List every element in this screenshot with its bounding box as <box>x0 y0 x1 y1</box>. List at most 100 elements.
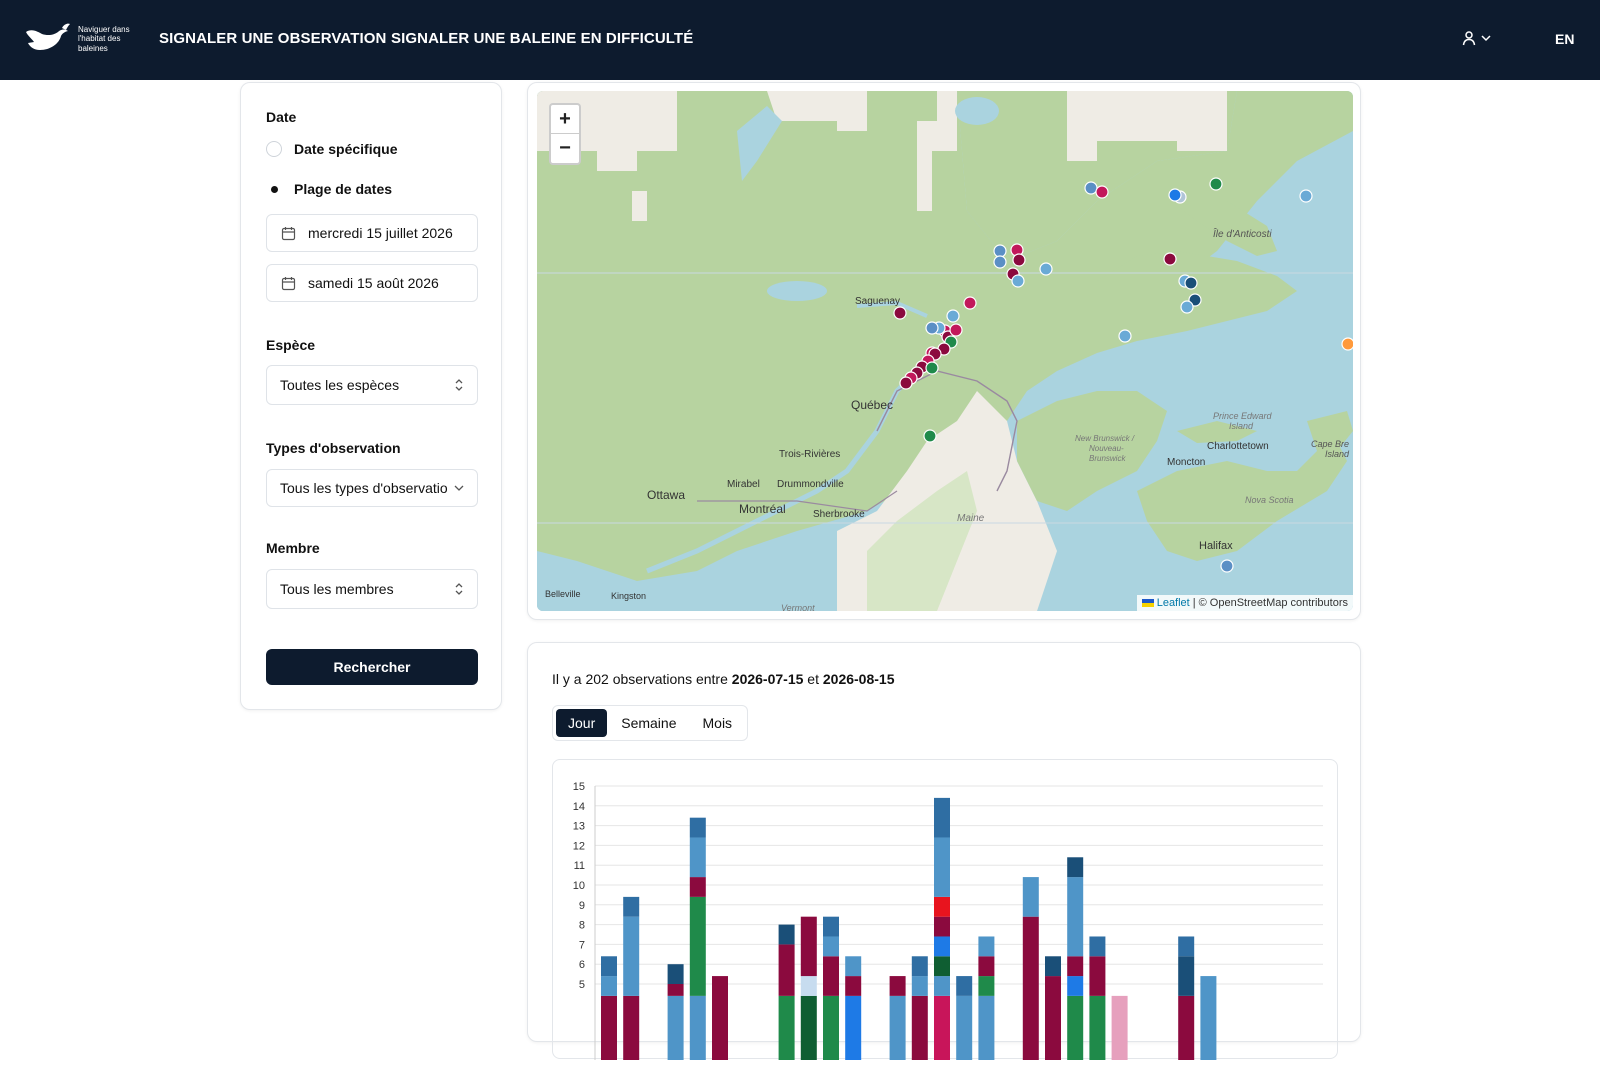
chart-bar-segment[interactable] <box>978 936 995 957</box>
chart-bar-segment[interactable] <box>1022 916 1039 1065</box>
chart-bar-segment[interactable] <box>845 976 862 996</box>
chart-bar-segment[interactable] <box>934 837 950 897</box>
map-marker[interactable] <box>963 296 977 310</box>
chart-bar-segment[interactable] <box>1178 936 1195 957</box>
chart-bar-segment[interactable] <box>934 995 950 1065</box>
chart-bar-segment[interactable] <box>978 956 995 977</box>
map-marker[interactable] <box>949 323 963 337</box>
map-marker[interactable] <box>925 321 939 335</box>
member-select[interactable]: Tous les membres <box>266 569 478 609</box>
map-marker[interactable] <box>1341 337 1353 351</box>
chart-bar-segment[interactable] <box>911 976 928 996</box>
observation-types-select[interactable]: Tous les types d'observation <box>266 469 478 507</box>
map-marker[interactable] <box>1220 559 1234 573</box>
map-marker[interactable] <box>923 429 937 443</box>
map-marker[interactable] <box>1039 262 1053 276</box>
chart-bar-segment[interactable] <box>667 995 684 1065</box>
chart-bar-segment[interactable] <box>1089 936 1106 957</box>
chart-bar-segment[interactable] <box>934 956 950 977</box>
chart-bar-segment[interactable] <box>1067 956 1084 977</box>
chart-bar-segment[interactable] <box>667 964 684 984</box>
chart-bar-segment[interactable] <box>800 916 817 977</box>
chart-bar-segment[interactable] <box>778 944 795 996</box>
chart-bar-segment[interactable] <box>689 837 706 878</box>
observation-map[interactable]: Île d'Anticosti Saguenay Québec Trois-Ri… <box>537 91 1353 611</box>
chart-bar-segment[interactable] <box>1200 976 1217 1065</box>
chart-bar-segment[interactable] <box>778 995 795 1065</box>
chart-bar-segment[interactable] <box>978 976 995 996</box>
chart-bar-segment[interactable] <box>667 984 684 996</box>
map-marker[interactable] <box>1095 185 1109 199</box>
chart-bar-segment[interactable] <box>889 976 906 996</box>
chart-bar-segment[interactable] <box>689 817 706 838</box>
map-marker[interactable] <box>1184 276 1198 290</box>
map-marker[interactable] <box>1012 253 1026 267</box>
chart-bar-segment[interactable] <box>601 956 617 977</box>
map-marker[interactable] <box>1163 252 1177 266</box>
chart-bar-segment[interactable] <box>800 976 817 996</box>
radio-specific-date[interactable]: Date spécifique <box>266 141 397 157</box>
chart-bar-segment[interactable] <box>911 995 928 1065</box>
chart-bar-segment[interactable] <box>1178 956 1195 996</box>
chart-bar-segment[interactable] <box>623 995 640 1065</box>
species-select[interactable]: Toutes les espèces <box>266 365 478 405</box>
chart-bar-segment[interactable] <box>623 896 640 917</box>
zoom-in-button[interactable]: + <box>551 105 579 134</box>
radio-button[interactable] <box>266 141 282 157</box>
chart-bar-segment[interactable] <box>934 936 950 957</box>
chart-bar-segment[interactable] <box>823 936 839 957</box>
chart-bar-segment[interactable] <box>934 896 950 917</box>
chart-bar-segment[interactable] <box>800 995 817 1065</box>
tab-week[interactable]: Semaine <box>621 715 677 731</box>
map-marker[interactable] <box>1011 274 1025 288</box>
chart-bar-segment[interactable] <box>1045 956 1061 977</box>
map-marker[interactable] <box>946 309 960 323</box>
chart-bar-segment[interactable] <box>689 877 706 897</box>
chart-bar-segment[interactable] <box>934 797 950 838</box>
map-marker[interactable] <box>925 361 939 375</box>
map-marker[interactable] <box>1084 181 1098 195</box>
chart-bar-segment[interactable] <box>689 896 706 996</box>
map-marker[interactable] <box>1299 189 1313 203</box>
chart-bar-segment[interactable] <box>1067 857 1084 878</box>
chart-bar-segment[interactable] <box>1067 877 1084 957</box>
chart-bar-segment[interactable] <box>623 916 640 996</box>
map-marker[interactable] <box>1209 177 1223 191</box>
chart-bar-segment[interactable] <box>934 976 950 996</box>
leaflet-link[interactable]: Leaflet <box>1156 597 1190 609</box>
radio-button-checked[interactable] <box>266 181 282 197</box>
chart-bar-segment[interactable] <box>889 995 906 1065</box>
user-menu[interactable] <box>1462 30 1492 46</box>
language-switch[interactable]: EN <box>1555 31 1575 47</box>
chart-bar-segment[interactable] <box>1089 956 1106 996</box>
chart-bar-segment[interactable] <box>601 995 617 1065</box>
nav-report-observation[interactable]: SIGNALER UNE OBSERVATION <box>159 30 387 47</box>
nav-report-whale-distress[interactable]: SIGNALER UNE BALEINE EN DIFFICULTÉ <box>391 30 694 47</box>
chart-bar-segment[interactable] <box>1067 995 1084 1065</box>
zoom-out-button[interactable]: − <box>559 137 571 159</box>
logo[interactable]: Naviguer dans l'habitat des baleines <box>24 22 140 56</box>
chart-bar-segment[interactable] <box>823 916 839 937</box>
chart-bar-segment[interactable] <box>911 956 928 977</box>
chart-bar-segment[interactable] <box>1178 995 1195 1065</box>
map-marker[interactable] <box>1180 300 1194 314</box>
chart-bar-segment[interactable] <box>978 995 995 1065</box>
chart-bar-segment[interactable] <box>1089 995 1106 1065</box>
search-button[interactable]: Rechercher <box>266 649 478 685</box>
radio-date-range[interactable]: Plage de dates <box>266 181 392 197</box>
map-marker[interactable] <box>893 306 907 320</box>
tab-month[interactable]: Mois <box>702 715 733 731</box>
chart-bar-segment[interactable] <box>845 956 862 977</box>
map-marker[interactable] <box>993 244 1007 258</box>
chart-bar-segment[interactable] <box>845 995 862 1065</box>
map-marker[interactable] <box>1168 188 1182 202</box>
map-marker[interactable] <box>1118 329 1132 343</box>
tab-day[interactable]: Jour <box>556 709 608 737</box>
chart-bar-segment[interactable] <box>778 924 795 945</box>
map-marker[interactable] <box>993 255 1007 269</box>
chart-bar-segment[interactable] <box>823 995 839 1065</box>
start-date-field[interactable]: mercredi 15 juillet 2026 <box>266 214 478 252</box>
chart-bar-segment[interactable] <box>1045 976 1061 1065</box>
chart-bar-segment[interactable] <box>956 995 973 1065</box>
chart-bar-segment[interactable] <box>823 956 839 996</box>
